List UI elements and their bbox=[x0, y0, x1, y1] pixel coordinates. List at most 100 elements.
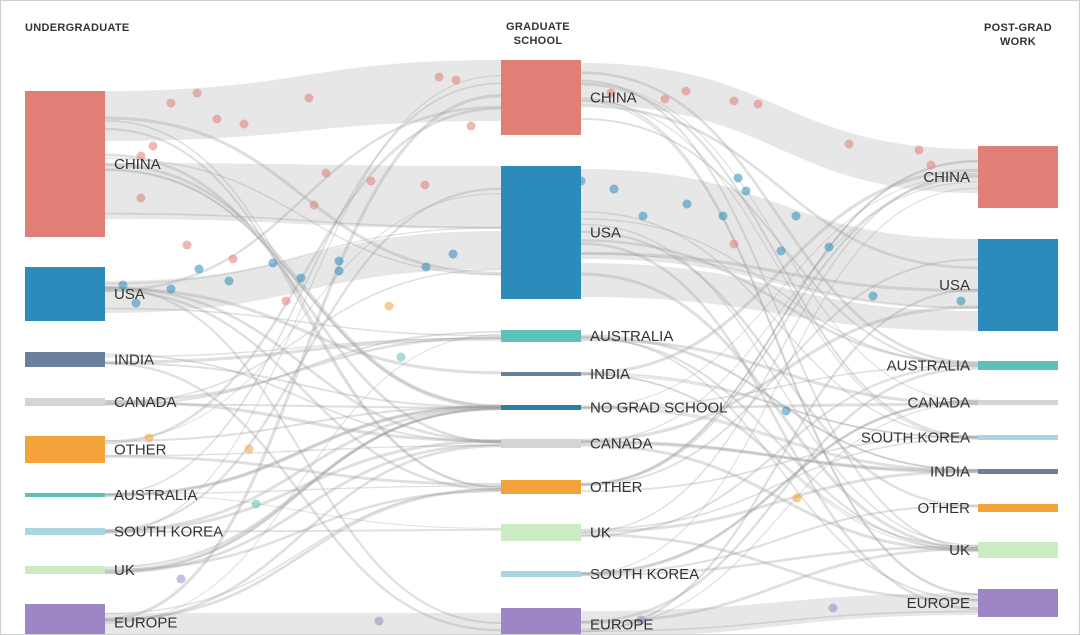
node-grad-south-korea: SOUTH KOREA bbox=[501, 566, 699, 583]
column-header-line: WORK bbox=[999, 36, 1037, 48]
flow-line bbox=[580, 168, 979, 376]
node-bar bbox=[25, 566, 105, 574]
flow-line bbox=[104, 286, 502, 625]
flow-particle bbox=[334, 266, 344, 276]
flow-particle bbox=[212, 114, 222, 124]
node-post-uk: UK bbox=[949, 542, 1058, 559]
flow-line bbox=[104, 94, 502, 621]
flow-particle bbox=[609, 184, 619, 194]
flow-particle bbox=[660, 94, 670, 104]
node-label: CANADA bbox=[114, 394, 177, 411]
node-bar bbox=[501, 608, 581, 634]
node-bar bbox=[25, 91, 105, 237]
flow-line bbox=[104, 488, 502, 615]
flow-line bbox=[580, 71, 979, 365]
node-grad-other: OTHER bbox=[501, 479, 643, 496]
flow-particle bbox=[448, 249, 458, 259]
flow-line bbox=[580, 336, 979, 552]
flow-particle bbox=[606, 88, 616, 98]
flow-line bbox=[104, 405, 502, 443]
flow-line bbox=[104, 227, 502, 285]
node-undergrad-india: INDIA bbox=[25, 351, 154, 368]
column-header-undergraduate: UNDERGRADUATE bbox=[25, 21, 130, 35]
flow-line bbox=[104, 406, 502, 573]
flow-line bbox=[580, 469, 979, 534]
node-label: SOUTH KOREA bbox=[861, 429, 970, 446]
node-label: AUSTRALIA bbox=[887, 357, 970, 374]
flow-particle bbox=[421, 262, 431, 272]
node-label: INDIA bbox=[590, 366, 630, 383]
column-header-line: POST-GRAD bbox=[983, 22, 1053, 34]
node-label: USA bbox=[590, 224, 621, 241]
flow-line bbox=[104, 404, 502, 497]
flow-particle bbox=[228, 254, 238, 264]
column-header-post-grad-work: POST-GRAD WORK bbox=[969, 21, 1067, 49]
flow-particle bbox=[131, 298, 141, 308]
flow-line bbox=[580, 435, 979, 493]
node-label: USA bbox=[939, 277, 970, 294]
node-bar bbox=[978, 435, 1058, 440]
node-bar bbox=[501, 439, 581, 448]
flow-particle bbox=[244, 444, 254, 454]
flow-particle bbox=[638, 211, 648, 221]
flow-line bbox=[580, 504, 979, 575]
flow-particle bbox=[868, 291, 878, 301]
flow-line bbox=[104, 337, 502, 358]
flow-line bbox=[580, 334, 979, 471]
flow-line bbox=[580, 211, 979, 438]
flow-line bbox=[104, 169, 502, 407]
flow-particle bbox=[182, 240, 192, 250]
flow-line bbox=[104, 405, 502, 498]
flow-line bbox=[104, 489, 502, 572]
node-label: SOUTH KOREA bbox=[114, 523, 223, 540]
flow-line bbox=[104, 442, 502, 575]
flow-line bbox=[104, 439, 502, 533]
flow-line bbox=[580, 335, 979, 472]
flow-ribbon-europe-europe-work bbox=[581, 593, 978, 634]
flow-line bbox=[104, 445, 502, 457]
node-label: INDIA bbox=[114, 351, 154, 368]
flow-particle bbox=[926, 160, 936, 170]
flow-particle bbox=[844, 139, 854, 149]
flow-line bbox=[580, 288, 979, 633]
flow-particle bbox=[396, 352, 406, 362]
flow-particle bbox=[776, 246, 786, 256]
flow-particle bbox=[166, 98, 176, 108]
node-label: UK bbox=[949, 542, 970, 559]
node-bar bbox=[501, 372, 581, 376]
flow-line bbox=[104, 455, 502, 486]
flow-line bbox=[580, 399, 979, 576]
node-grad-usa: USA bbox=[501, 166, 621, 299]
node-label: SOUTH KOREA bbox=[590, 566, 699, 583]
flow-particle bbox=[729, 96, 739, 106]
node-bar bbox=[978, 239, 1058, 331]
flow-line bbox=[104, 286, 502, 375]
flow-line bbox=[104, 407, 502, 574]
flow-line bbox=[580, 441, 979, 473]
node-bar bbox=[25, 493, 105, 497]
node-label: CHINA bbox=[590, 89, 637, 106]
node-post-other: OTHER bbox=[918, 500, 1058, 517]
column-header-line: UNDERGRADUATE bbox=[25, 22, 130, 34]
flow-line bbox=[580, 175, 979, 486]
node-undergrad-australia: AUSTRALIA bbox=[25, 487, 197, 504]
flow-line bbox=[580, 99, 979, 440]
node-bar bbox=[25, 267, 105, 321]
flow-particle bbox=[224, 276, 234, 286]
flow-particle bbox=[753, 99, 763, 109]
column-header-line: GRADUATE bbox=[506, 21, 570, 33]
flow-line bbox=[580, 160, 979, 485]
flow-line bbox=[104, 75, 502, 534]
column-header-graduate-school: GRADUATE SCHOOL bbox=[481, 20, 595, 48]
flow-ribbon-china-china-work bbox=[581, 63, 978, 193]
node-bar bbox=[978, 589, 1058, 617]
flow-particle bbox=[144, 433, 154, 443]
flow-line bbox=[104, 362, 502, 409]
flow-line bbox=[104, 286, 502, 443]
node-undergrad-south-korea: SOUTH KOREA bbox=[25, 523, 223, 540]
flow-line bbox=[580, 253, 979, 309]
flow-line bbox=[104, 485, 502, 495]
flow-line bbox=[580, 399, 979, 575]
flow-line bbox=[580, 372, 979, 439]
